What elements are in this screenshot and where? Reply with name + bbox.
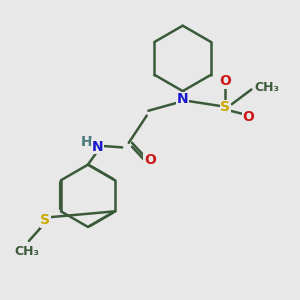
Text: S: S <box>220 100 230 115</box>
Text: S: S <box>40 213 50 227</box>
Text: O: O <box>219 74 231 88</box>
Text: N: N <box>177 92 188 106</box>
Text: N: N <box>92 140 103 154</box>
Text: O: O <box>242 110 254 124</box>
Text: CH₃: CH₃ <box>15 245 40 258</box>
Text: H: H <box>80 135 92 149</box>
Text: CH₃: CH₃ <box>255 81 280 94</box>
Text: O: O <box>144 153 156 167</box>
